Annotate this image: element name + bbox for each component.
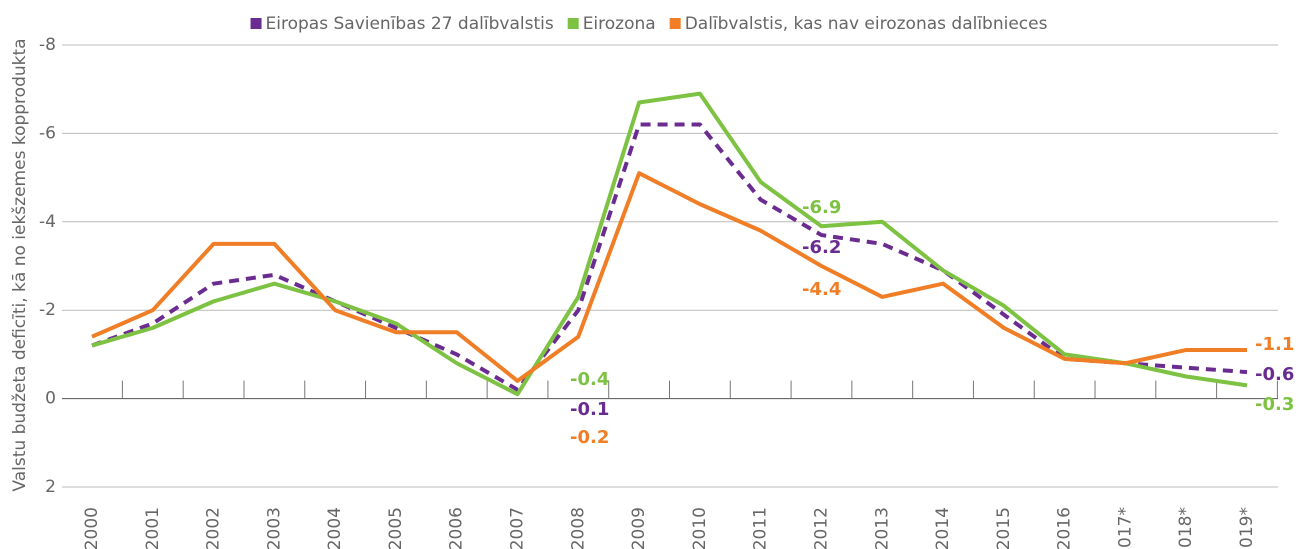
annotation: -6.2 [802, 237, 841, 258]
x-tick-label: 2003 [264, 507, 284, 549]
x-tick-label: 2019* [1237, 507, 1257, 549]
x-tick-label: 2004 [325, 507, 345, 549]
x-tick-label: 2011 [751, 507, 771, 549]
y-tick-label: -4 [39, 212, 56, 232]
legend-label: Eirozona [583, 14, 656, 34]
annotation: -0.3 [1255, 394, 1294, 415]
annotation: -1.1 [1255, 334, 1294, 355]
x-tick-label: 2018* [1176, 507, 1196, 549]
legend-swatch [250, 18, 262, 29]
legend-label: Eiropas Savienības 27 dalībvalstis [266, 14, 554, 34]
series-line [91, 122, 1248, 392]
y-tick-label: 0 [45, 389, 56, 409]
x-tick-label: 2015 [994, 507, 1014, 549]
annotation: -4.4 [802, 279, 841, 300]
x-tick-label: 2017* [1115, 507, 1135, 549]
x-tick-label: 2014 [933, 507, 953, 549]
x-tick-label: 2000 [82, 507, 102, 549]
x-tick-label: 2012 [811, 507, 831, 549]
annotation: -0.6 [1255, 364, 1294, 385]
series-line [91, 91, 1248, 397]
annotation: -0.4 [570, 369, 609, 390]
x-tick-label: 2013 [872, 507, 892, 549]
x-tick-label: 2005 [386, 507, 406, 549]
y-axis-label: Valstu budžeta deficīti, kā no iekšzemes… [10, 38, 30, 491]
annotation: -0.2 [570, 427, 609, 448]
x-tick-label: 2007 [508, 507, 528, 549]
y-tick-label: -2 [39, 300, 56, 320]
x-tick-label: 2006 [447, 507, 467, 549]
y-tick-label: 2 [45, 477, 56, 497]
x-tick-label: 2002 [204, 507, 224, 549]
legend-swatch [669, 18, 681, 29]
x-tick-label: 2001 [143, 507, 163, 549]
x-tick-label: 2016 [1055, 507, 1075, 549]
legend-swatch [567, 18, 579, 29]
y-tick-label: -6 [39, 123, 56, 143]
series-line [91, 171, 1247, 383]
x-tick-label: 2010 [690, 507, 710, 549]
legend-label: Dalībvalstis, kas nav eirozonas dalībnie… [685, 14, 1048, 34]
annotation: -6.9 [802, 197, 841, 218]
x-tick-label: 2009 [629, 507, 649, 549]
annotation: -0.1 [570, 399, 609, 420]
x-tick-label: 2008 [568, 507, 588, 549]
y-tick-label: -8 [39, 35, 56, 55]
